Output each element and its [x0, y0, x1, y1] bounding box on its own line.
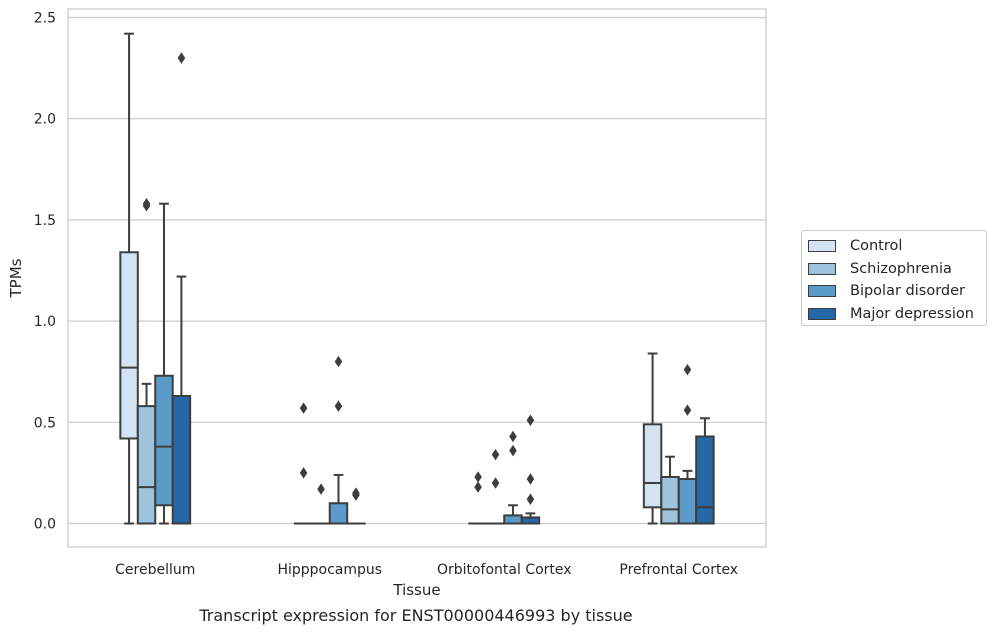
- box-body: [642, 423, 663, 509]
- box-major-depression: [346, 487, 366, 525]
- plot-frame: [67, 8, 767, 548]
- box-major-depression: [171, 52, 192, 525]
- box-bipolar-disorder: [677, 363, 698, 525]
- legend-item: Control: [808, 235, 986, 258]
- y-tick-label: 2.0: [34, 112, 56, 128]
- legend-swatch: [808, 240, 836, 253]
- outlier-point: [491, 477, 500, 489]
- y-axis-label: TPMs: [7, 258, 25, 298]
- chart-caption: Transcript expression for ENST0000044699…: [199, 606, 633, 625]
- outlier-point: [334, 400, 343, 412]
- box-body: [154, 374, 174, 507]
- box-schizophrenia: [136, 197, 157, 525]
- box-major-depression: [695, 417, 715, 525]
- outlier-point: [142, 197, 151, 210]
- outlier-point: [474, 481, 482, 493]
- outlier-point: [526, 473, 535, 485]
- box-body: [119, 251, 139, 440]
- legend-label: Major depression: [850, 305, 974, 322]
- outlier-point: [509, 444, 517, 457]
- box-body: [136, 405, 157, 525]
- box-bipolar-disorder: [154, 202, 174, 525]
- legend-item: Major depression: [808, 303, 986, 326]
- box-body: [695, 435, 715, 525]
- box-schizophrenia: [485, 448, 506, 525]
- outlier-point: [509, 430, 517, 443]
- outlier-point: [683, 404, 692, 416]
- box-body: [677, 477, 698, 525]
- outlier-point: [683, 363, 692, 376]
- x-axis-label: Tissue: [392, 581, 440, 599]
- box-body: [503, 514, 523, 525]
- x-tick-label: Hipppocampus: [277, 562, 382, 578]
- y-tick-label: 0.5: [34, 415, 56, 431]
- legend-item: Schizophrenia: [808, 258, 986, 281]
- outlier-point: [299, 467, 308, 479]
- outlier-point: [334, 355, 343, 368]
- legend-item: Bipolar disorder: [808, 280, 986, 303]
- box-control: [293, 402, 314, 525]
- x-tick-label: Cerebellum: [115, 562, 195, 578]
- outlier-point: [474, 471, 482, 483]
- x-tick-labels: Cerebellum Hipppocampus Orbitofontal Corte…: [115, 562, 738, 578]
- legend: Control Schizophrenia Bipolar disorder Majo…: [801, 230, 987, 326]
- legend-swatch: [808, 307, 836, 320]
- box-body: [328, 502, 349, 525]
- outlier-point: [352, 487, 360, 499]
- box-schizophrenia: [311, 483, 331, 525]
- outlier-point: [317, 483, 325, 495]
- box-body: [660, 475, 680, 525]
- box-bipolar-disorder: [328, 355, 349, 525]
- box-bipolar-disorder: [503, 430, 523, 525]
- box-control: [642, 352, 663, 525]
- legend-label: Bipolar disorder: [850, 283, 965, 300]
- y-tick-label: 1.5: [34, 213, 56, 229]
- box-control: [468, 471, 488, 525]
- x-tick-label: Orbitofontal Cortex: [437, 562, 572, 578]
- box-body: [171, 394, 192, 525]
- outlier-point: [299, 402, 308, 414]
- box-schizophrenia: [660, 455, 680, 525]
- outlier-point: [526, 493, 535, 505]
- box-groups: [119, 32, 715, 525]
- legend-label: Control: [850, 238, 903, 255]
- x-tick-label: Prefrontal Cortex: [619, 562, 738, 578]
- legend-swatch: [808, 285, 836, 298]
- legend-label: Schizophrenia: [850, 260, 952, 277]
- y-tick-label: 2.5: [34, 11, 56, 27]
- y-tick-label: 1.0: [34, 314, 56, 330]
- y-tick-label: 0.0: [34, 517, 56, 533]
- outlier-point: [177, 52, 186, 64]
- outlier-point: [526, 414, 535, 427]
- box-major-depression: [520, 414, 541, 525]
- box-control: [119, 32, 139, 525]
- outlier-point: [491, 448, 500, 461]
- y-tick-labels: 0.0 0.5 1.0 1.5 2.0 2.5: [34, 11, 56, 533]
- legend-swatch: [808, 262, 836, 275]
